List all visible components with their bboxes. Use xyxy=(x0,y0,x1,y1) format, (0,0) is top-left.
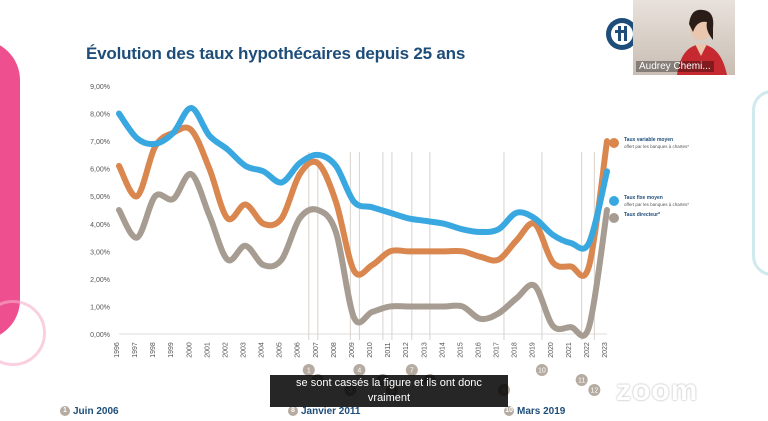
legend-label: Taux fixe moyen xyxy=(624,195,663,201)
y-tick-label: 7,00% xyxy=(90,139,110,146)
decorative-pink-shape xyxy=(0,40,20,340)
legend-note: offert par les banques à chartes* xyxy=(624,144,689,149)
x-tick-label: 2013 xyxy=(421,342,428,358)
x-tick-label: 2005 xyxy=(277,342,284,358)
event-marker-badge xyxy=(575,374,588,386)
x-tick-label: 2002 xyxy=(222,342,229,358)
x-tick-label: 2015 xyxy=(457,342,464,358)
x-tick-label: 2021 xyxy=(566,342,573,358)
x-tick-label: 2022 xyxy=(584,342,591,358)
legend-dot xyxy=(609,138,619,148)
legend-note: offert par les banques à chartes* xyxy=(624,202,689,207)
footnote-text: Mars 2019 xyxy=(517,406,566,417)
event-marker-number: 11 xyxy=(578,378,585,385)
legend-dot xyxy=(609,196,619,206)
x-tick-label: 2020 xyxy=(548,342,555,358)
x-tick-label: 2009 xyxy=(349,342,356,358)
footnote-number: 1 xyxy=(60,406,70,417)
participant-name: Audrey Chemi... xyxy=(636,61,714,72)
x-tick-label: 1996 xyxy=(114,342,121,358)
footnote-1: 1 Juin 2006 xyxy=(60,406,119,417)
footnote-number: 8 xyxy=(288,406,298,417)
x-tick-label: 1997 xyxy=(132,342,139,358)
series-line xyxy=(116,124,610,279)
x-tick-label: 2006 xyxy=(295,342,302,358)
footnote-text: Janvier 2011 xyxy=(301,406,361,417)
event-marker-badge xyxy=(405,364,418,376)
event-marker-badge xyxy=(353,364,366,376)
legend-dot xyxy=(609,213,619,223)
footnote-8: 8 Janvier 2011 xyxy=(288,406,361,417)
event-marker-badge xyxy=(302,364,315,376)
x-tick-label: 2003 xyxy=(241,342,248,358)
event-marker-number: 7 xyxy=(410,368,414,375)
x-tick-label: 2012 xyxy=(403,342,410,358)
series-line xyxy=(116,171,610,339)
y-tick-label: 3,00% xyxy=(90,249,110,256)
event-marker-number: 12 xyxy=(590,388,598,395)
x-tick-label: 2017 xyxy=(494,342,501,358)
x-tick-label: 2007 xyxy=(313,342,320,358)
x-tick-label: 2011 xyxy=(385,342,392,357)
zoom-watermark: zoom xyxy=(616,374,699,407)
y-tick-label: 1,00% xyxy=(90,304,110,311)
event-marker-badge xyxy=(588,384,601,396)
event-marker-number: 1 xyxy=(307,368,311,375)
y-tick-label: 2,00% xyxy=(90,277,110,284)
event-marker-badge xyxy=(535,364,548,376)
x-tick-label: 2001 xyxy=(204,342,211,358)
x-tick-label: 2014 xyxy=(439,342,446,358)
footnote-number: 10 xyxy=(504,406,514,417)
y-tick-label: 9,00% xyxy=(90,84,110,91)
x-tick-label: 2000 xyxy=(186,342,193,358)
y-tick-label: 8,00% xyxy=(90,112,110,119)
live-caption: se sont cassés la figure et ils ont donc… xyxy=(270,375,508,407)
slide-title: Évolution des taux hypothécaires depuis … xyxy=(86,44,466,63)
x-tick-label: 2010 xyxy=(367,342,374,358)
x-tick-label: 2019 xyxy=(530,342,537,358)
participant-avatar-icon xyxy=(677,9,727,75)
x-tick-label: 2023 xyxy=(602,342,609,358)
x-tick-label: 1998 xyxy=(150,342,157,358)
footnote-10: 10 Mars 2019 xyxy=(504,406,565,417)
legend-label: Taux directeur* xyxy=(624,212,660,218)
y-tick-label: 6,00% xyxy=(90,167,110,174)
x-tick-label: 2004 xyxy=(259,342,266,358)
series-line xyxy=(116,105,610,252)
x-tick-label: 1999 xyxy=(168,342,175,358)
y-tick-label: 4,00% xyxy=(90,222,110,229)
x-tick-label: 2018 xyxy=(512,342,519,358)
x-tick-label: 2008 xyxy=(331,342,338,358)
x-tick-label: 2016 xyxy=(475,342,482,358)
event-marker-number: 10 xyxy=(538,368,546,375)
y-tick-label: 5,00% xyxy=(90,194,110,201)
y-tick-label: 0,00% xyxy=(90,332,110,339)
legend-label: Taux variable moyen xyxy=(624,137,673,143)
event-marker-number: 4 xyxy=(357,368,361,375)
footnote-text: Juin 2006 xyxy=(73,406,119,417)
participant-video-tile[interactable]: Audrey Chemi... xyxy=(633,0,735,75)
company-logo-icon xyxy=(606,18,638,50)
